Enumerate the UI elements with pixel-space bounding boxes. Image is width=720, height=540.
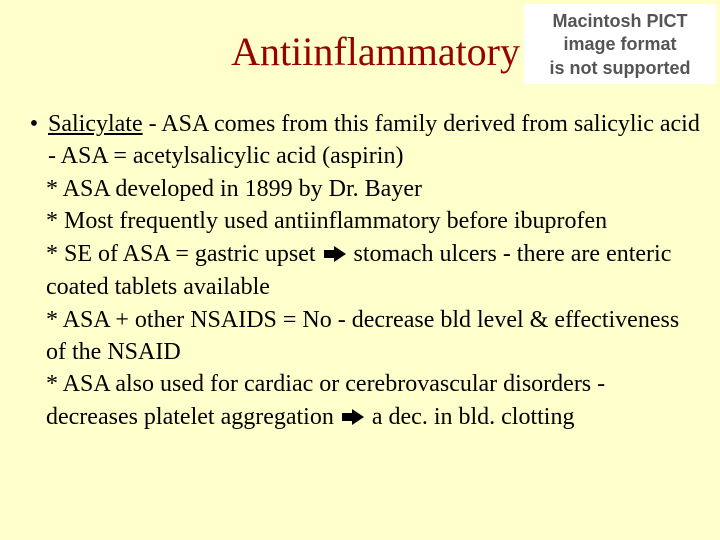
arrow-icon	[324, 239, 346, 271]
pict-error-placeholder: Macintosh PICT image format is not suppo…	[524, 4, 716, 84]
star-item-5: * ASA also used for cardiac or cerebrova…	[20, 368, 700, 434]
star-item-3: * SE of ASA = gastric upset stomach ulce…	[20, 238, 700, 304]
slide-title: Antiinflammatory	[0, 28, 520, 75]
error-line-1: Macintosh PICT	[524, 10, 716, 33]
star-item-2: * Most frequently used antiinflammatory …	[20, 205, 700, 237]
error-line-2: image format	[524, 33, 716, 56]
slide-body: • Salicylate - ASA comes from this famil…	[20, 108, 700, 434]
bullet-text: Salicylate - ASA comes from this family …	[48, 108, 700, 173]
bullet-rest: - ASA comes from this family derived fro…	[48, 111, 700, 169]
bullet-item: • Salicylate - ASA comes from this famil…	[20, 108, 700, 173]
error-line-3: is not supported	[524, 57, 716, 80]
arrow-icon	[342, 402, 364, 434]
star3-part-a: * SE of ASA = gastric upset	[46, 241, 322, 267]
star-item-4: * ASA + other NSAIDS = No - decrease bld…	[20, 304, 700, 369]
star5-part-b: a dec. in bld. clotting	[366, 404, 575, 430]
salicylate-term: Salicylate	[48, 111, 143, 137]
star-item-1: * ASA developed in 1899 by Dr. Bayer	[20, 173, 700, 205]
bullet-marker: •	[20, 108, 48, 173]
